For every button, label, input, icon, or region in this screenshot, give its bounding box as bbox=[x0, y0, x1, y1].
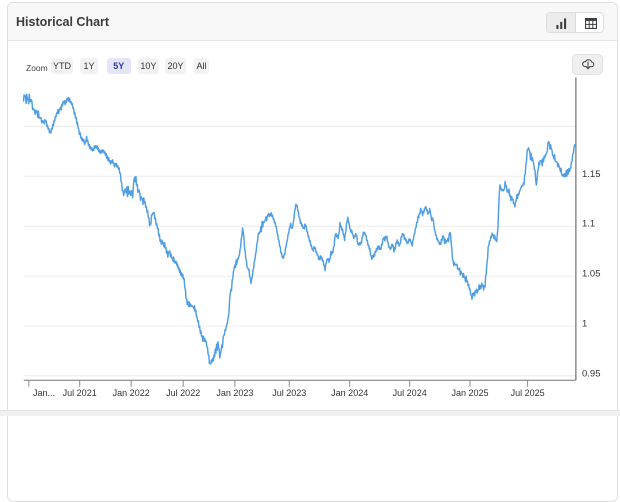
svg-text:Jan 2025: Jan 2025 bbox=[451, 388, 488, 398]
svg-text:Jul 2021: Jul 2021 bbox=[63, 388, 97, 398]
svg-text:1.05: 1.05 bbox=[582, 269, 601, 280]
svg-text:1.15: 1.15 bbox=[582, 169, 601, 180]
svg-text:0.95: 0.95 bbox=[582, 368, 601, 379]
svg-text:1: 1 bbox=[582, 319, 587, 330]
svg-text:Jul 2023: Jul 2023 bbox=[272, 388, 306, 398]
svg-text:Jul 2022: Jul 2022 bbox=[166, 388, 200, 398]
svg-text:Jan 2024: Jan 2024 bbox=[331, 388, 368, 398]
svg-text:1.1: 1.1 bbox=[582, 219, 595, 230]
svg-text:Jan 2022: Jan 2022 bbox=[113, 388, 150, 398]
svg-text:Jan 2023: Jan 2023 bbox=[216, 388, 253, 398]
svg-text:Jan...: Jan... bbox=[33, 388, 55, 398]
svg-text:Jul 2024: Jul 2024 bbox=[393, 388, 427, 398]
svg-text:Jul 2025: Jul 2025 bbox=[511, 388, 545, 398]
